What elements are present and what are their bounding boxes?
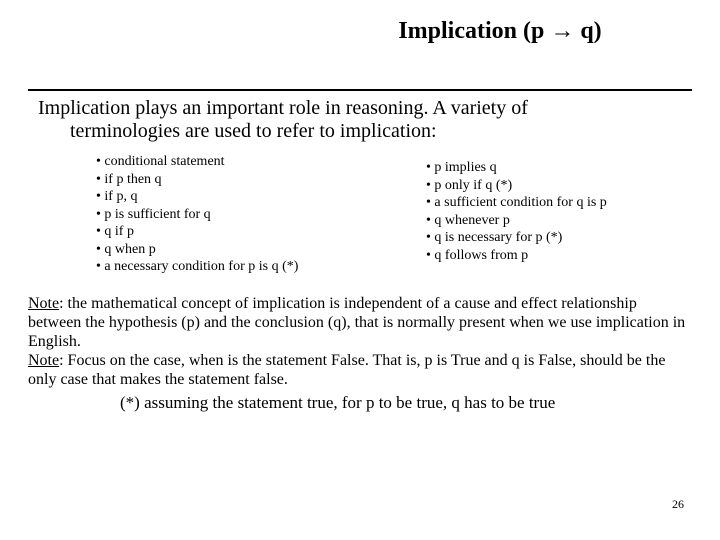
note1-label: Note [28,295,59,312]
note-2: Note: Focus on the case, when is the sta… [28,351,692,389]
list-item: q if p [96,223,416,241]
list-item: a sufficient condition for q is p [426,194,686,212]
list-item: if p, q [96,188,416,206]
notes-block: Note: the mathematical concept of implic… [28,294,692,390]
footnote: (*) assuming the statement true, for p t… [120,393,692,413]
list-item: p implies q [426,159,686,177]
list-item: if p then q [96,171,416,189]
note-1: Note: the mathematical concept of implic… [28,294,692,352]
list-item: q is necessary for p (*) [426,229,686,247]
page-number: 26 [672,497,684,512]
list-item: p is sufficient for q [96,206,416,224]
right-column: p implies q p only if q (*) a sufficient… [426,153,686,276]
left-column: conditional statement if p then q if p, … [96,153,416,276]
list-item: q follows from p [426,247,686,265]
list-item: q whenever p [426,212,686,230]
list-item: a necessary condition for p is q (*) [96,258,416,276]
list-item: p only if q (*) [426,177,686,195]
note2-text: : Focus on the case, when is the stateme… [28,352,665,388]
intro-line1: Implication plays an important role in r… [38,97,528,119]
intro-line2: terminologies are used to refer to impli… [70,120,692,143]
intro-text: Implication plays an important role in r… [38,97,692,143]
bullet-columns: conditional statement if p then q if p, … [96,153,692,276]
title-divider [28,89,692,91]
note1-text: : the mathematical concept of implicatio… [28,295,685,350]
list-item: q when p [96,241,416,259]
page-title: Implication (p → q) [308,18,692,45]
note2-label: Note [28,352,59,369]
list-item: conditional statement [96,153,416,171]
